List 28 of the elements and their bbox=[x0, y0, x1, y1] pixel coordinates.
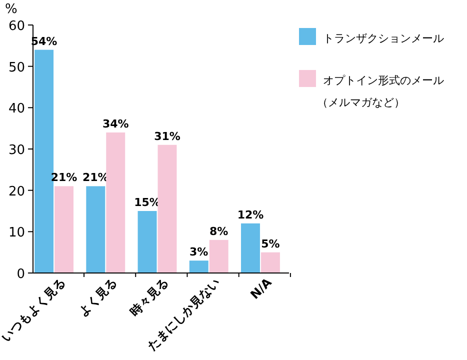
legend-label: オプトイン形式のメール（メルマガなど） bbox=[317, 74, 444, 109]
text: 5% bbox=[261, 237, 280, 250]
bar bbox=[138, 211, 157, 273]
bar bbox=[241, 223, 260, 273]
y-tick-label: 40 bbox=[8, 102, 25, 117]
y-tick-label: 50 bbox=[8, 60, 25, 76]
bar bbox=[86, 186, 106, 273]
bar bbox=[260, 252, 280, 273]
y-tick-label: 60 bbox=[8, 19, 25, 34]
x-tick-label: N/A bbox=[248, 274, 275, 302]
text: 34% bbox=[102, 117, 129, 130]
y-axis-title: % bbox=[5, 2, 18, 17]
y-tick-label: 10 bbox=[8, 226, 25, 241]
text: 31% bbox=[154, 130, 180, 143]
legend-label: トランザクションメール bbox=[323, 32, 444, 45]
bar bbox=[209, 240, 228, 273]
text: 8% bbox=[210, 224, 228, 238]
x-tick-label: よく見る bbox=[76, 275, 120, 320]
bar bbox=[189, 260, 208, 273]
bar bbox=[54, 186, 74, 273]
text: 12% bbox=[237, 208, 264, 222]
x-tick-label: 時々見る bbox=[127, 275, 172, 320]
text: 3% bbox=[190, 246, 208, 259]
y-tick-label: 0 bbox=[16, 267, 25, 282]
y-tick-label: 20 bbox=[8, 184, 25, 200]
bar bbox=[158, 144, 177, 273]
bar bbox=[106, 132, 126, 273]
y-tick-label: 30 bbox=[8, 143, 25, 158]
